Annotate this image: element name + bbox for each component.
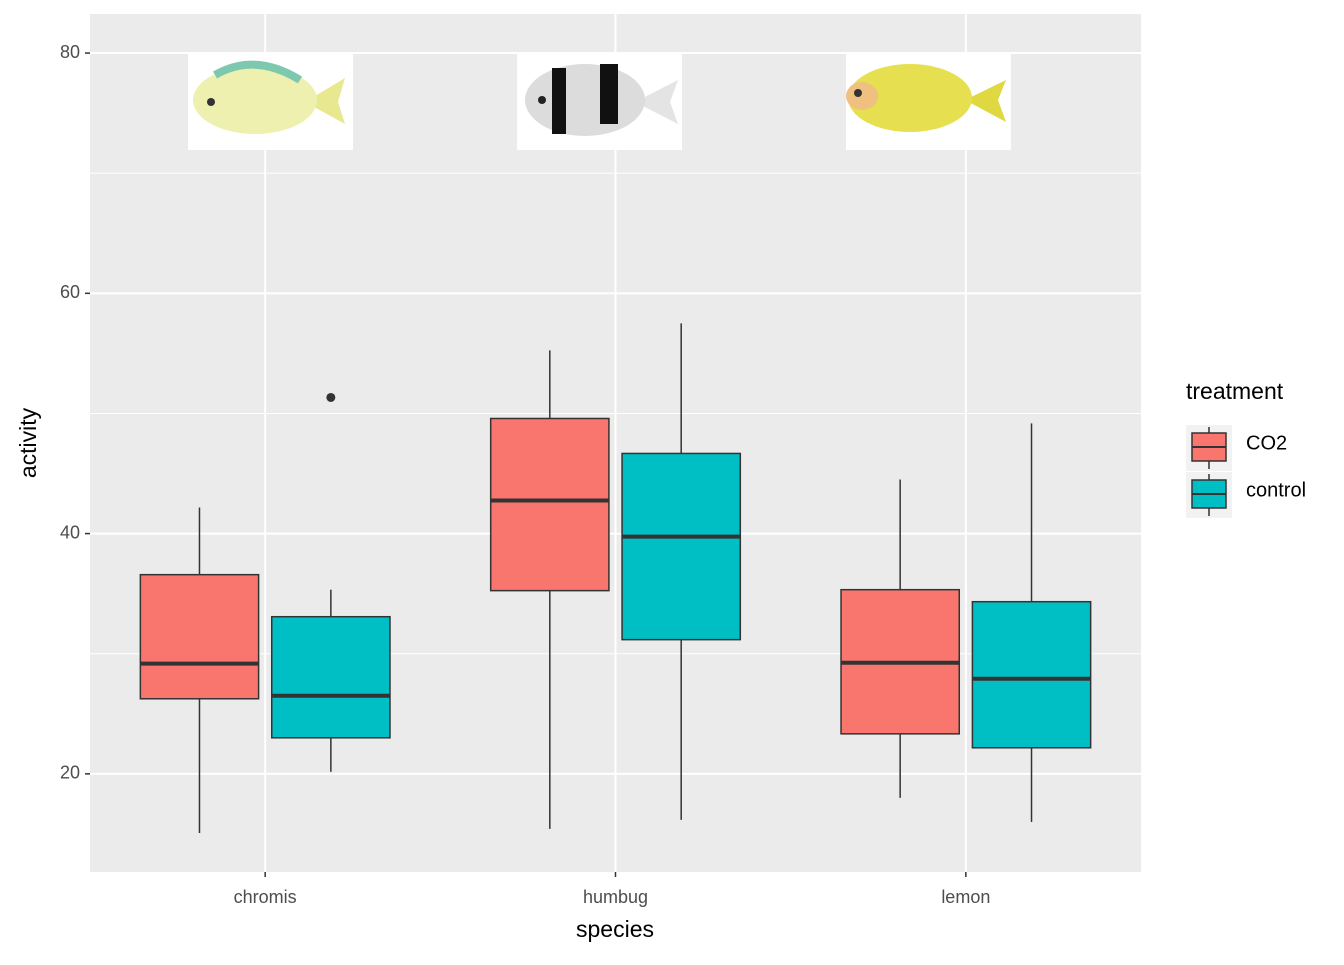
box [489, 417, 610, 592]
y-axis-title: activity [15, 407, 41, 478]
legend: CO2 control [1186, 425, 1306, 518]
outlier [326, 392, 336, 402]
fish-tail [965, 80, 1006, 122]
fish-fin [213, 60, 303, 84]
fish-images [188, 54, 1011, 150]
y-tick-label: 80 [60, 42, 80, 62]
marks [139, 323, 1092, 833]
legend-label: CO2 [1246, 432, 1287, 454]
x-tick-label: humbug [583, 887, 648, 907]
fish-eye [538, 96, 546, 104]
fish-band [600, 64, 618, 124]
fish-tail [305, 78, 345, 124]
fish-tail [635, 80, 678, 124]
x-tick-label: chromis [234, 887, 297, 907]
fish-body [848, 64, 972, 132]
fish-eye [854, 89, 862, 97]
box [139, 573, 260, 700]
legend-label: control [1246, 479, 1306, 501]
y-tick-label: 40 [60, 522, 80, 542]
fish-band [552, 68, 566, 134]
y-tick-label: 60 [60, 282, 80, 302]
x-axis-title: species [576, 916, 654, 942]
legend-title: treatment [1186, 378, 1284, 404]
fish-head [846, 82, 878, 110]
fish-body [193, 66, 317, 134]
x-tick-label: lemon [941, 887, 990, 907]
fish-eye [207, 98, 215, 106]
box [971, 600, 1092, 749]
box [621, 452, 742, 641]
grid [90, 14, 1141, 872]
y-tick-label: 20 [60, 763, 80, 783]
box [270, 615, 391, 739]
